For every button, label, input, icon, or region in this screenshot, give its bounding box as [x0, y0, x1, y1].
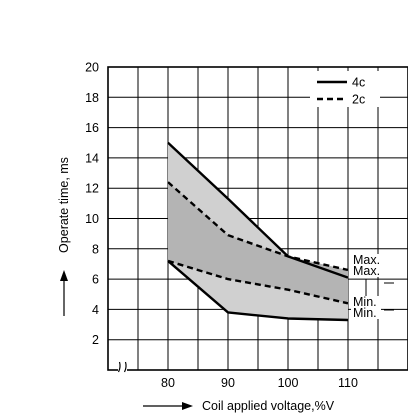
grid	[108, 67, 408, 370]
series-line-2c-max	[167, 181, 349, 272]
legend-label: 4c	[352, 76, 365, 90]
y-tick-label: 18	[85, 91, 99, 105]
y-tick-label: 8	[92, 242, 99, 256]
y-axis-label: Operate time, ms	[57, 157, 71, 253]
annotation-layer: Max.Max. Min.Min.	[351, 253, 394, 320]
series-line-4c-min	[167, 260, 349, 322]
line-layer	[167, 141, 349, 322]
x-tick-label: 100	[278, 376, 299, 390]
y-tick-label: 14	[85, 151, 99, 165]
axis-break-mark	[117, 361, 127, 373]
band-layer	[168, 142, 348, 321]
x-tick-labels: 80 90 100 110	[161, 376, 358, 390]
annotation-bg	[351, 296, 381, 308]
y-axis-arrow	[60, 270, 68, 316]
annotation-label: Max.	[353, 264, 380, 278]
x-axis-label: Coil applied voltage,%V	[202, 399, 335, 413]
annotation-bg	[351, 254, 381, 266]
y-tick-label: 4	[92, 303, 99, 317]
y-tick-label: 20	[85, 61, 99, 75]
y-tick-labels: 2 4 6 8 10 12 14 16 18 20	[85, 61, 99, 348]
series-line-2c-min	[167, 259, 349, 305]
annotation-label: Min.	[353, 295, 377, 309]
x-tick-label: 80	[161, 376, 175, 390]
y-tick-label: 6	[92, 273, 99, 287]
annotation-bg	[351, 307, 381, 319]
x-tick-label: 90	[221, 376, 235, 390]
y-tick-label: 10	[85, 212, 99, 226]
annotation-label: Max.	[353, 253, 380, 267]
y-tick-label: 2	[92, 333, 99, 347]
y-tick-label: 16	[85, 121, 99, 135]
legend-label: 2c	[352, 93, 365, 107]
x-axis-arrow	[143, 402, 193, 410]
x-tick-label: 110	[338, 376, 358, 390]
plot-frame	[107, 66, 408, 371]
y-tick-label: 12	[85, 182, 99, 196]
annotation-label: Min.	[353, 306, 377, 320]
legend-box	[310, 71, 380, 107]
band-2c	[168, 182, 348, 304]
annotation-bg	[351, 265, 381, 277]
series-line-4c-max	[167, 141, 349, 279]
